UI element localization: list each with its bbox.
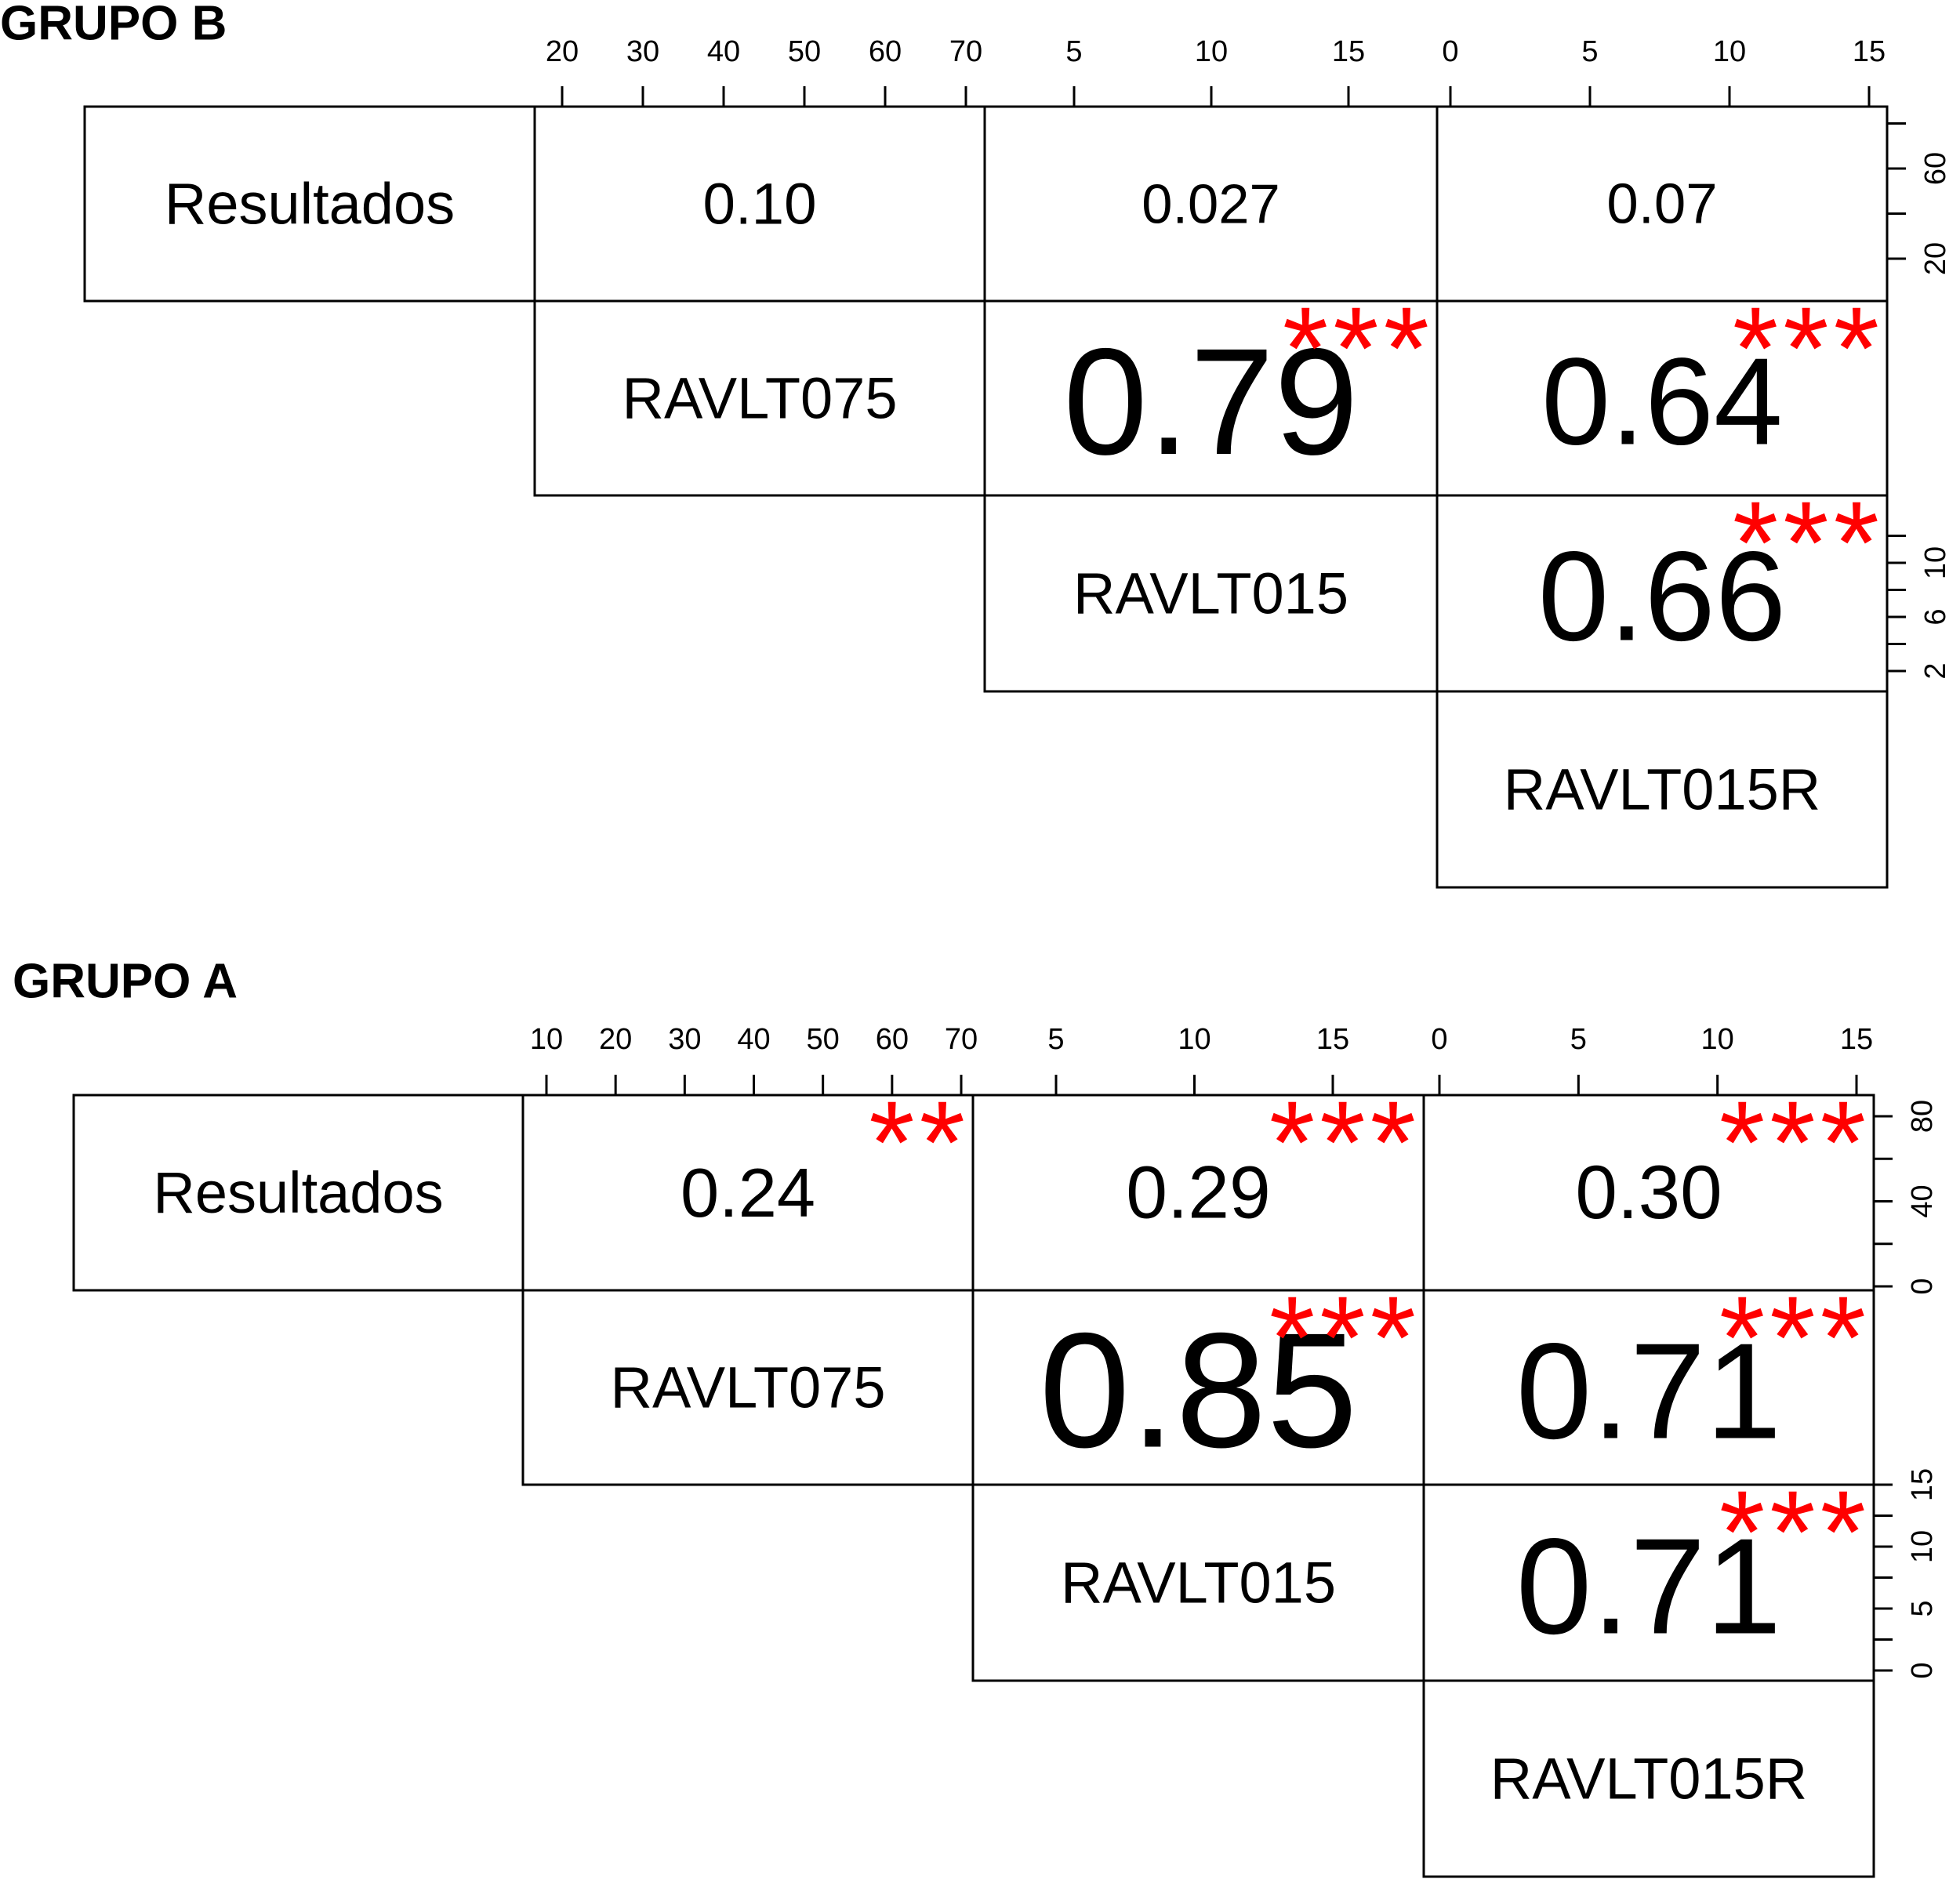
right-axis-tick-label: 20 <box>1919 242 1952 275</box>
top-axis-tick-label: 50 <box>788 35 821 68</box>
right-axis-tick-label: 6 <box>1919 608 1952 625</box>
right-axis-tick-label: 0 <box>1906 1278 1939 1294</box>
top-axis-tick-label: 0 <box>1431 1023 1447 1056</box>
chart-title: GRUPO B <box>0 0 227 51</box>
variable-label: RAVLT015R <box>1504 757 1820 822</box>
top-axis-tick-label: 5 <box>1047 1023 1064 1056</box>
matrix-cell <box>1422 1679 1875 1878</box>
significance-stars: *** <box>1733 282 1884 414</box>
top-axis-tick-label: 50 <box>807 1023 840 1056</box>
variable-label: RAVLT075 <box>622 366 898 431</box>
right-axis-tick-label: 40 <box>1906 1184 1939 1217</box>
right-axis-tick-label: 5 <box>1906 1600 1939 1616</box>
top-axis-tick-label: 10 <box>1178 1023 1210 1056</box>
top-axis-tick-label: 40 <box>737 1023 770 1056</box>
significance-stars: *** <box>1269 1076 1421 1208</box>
significance-stars: *** <box>1719 1466 1871 1598</box>
top-axis-tick-label: 40 <box>707 35 740 68</box>
variable-label: RAVLT015 <box>1061 1551 1336 1616</box>
right-axis-tick-label: 0 <box>1906 1662 1939 1678</box>
correlation-value: 0.10 <box>702 172 816 237</box>
significance-stars: ** <box>869 1076 970 1208</box>
top-axis-tick-label: 15 <box>1316 1023 1349 1056</box>
chart-panel: GRUPO A Resultados RAVLT075 RAVLT015 RAVLT01… <box>13 955 1939 1878</box>
top-axis-tick-label: 60 <box>869 35 902 68</box>
correlation-value: 0.07 <box>1606 172 1717 236</box>
top-axis-tick-label: 20 <box>599 1023 632 1056</box>
top-axis-tick-label: 10 <box>1195 35 1228 68</box>
significance-stars: *** <box>1719 1271 1871 1403</box>
right-axis-tick-label: 2 <box>1919 662 1952 679</box>
significance-stars: *** <box>1733 477 1884 608</box>
correlation-value: 0.66 <box>1538 526 1786 668</box>
right-axis-tick-label: 80 <box>1906 1100 1939 1133</box>
right-axis-tick-label: 15 <box>1906 1468 1939 1501</box>
variable-label: Resultados <box>153 1160 443 1225</box>
top-axis-tick-label: 10 <box>1713 35 1746 68</box>
top-axis-tick-label: 30 <box>626 35 659 68</box>
top-axis-tick-label: 70 <box>945 1023 978 1056</box>
right-axis-tick-label: 10 <box>1919 546 1952 579</box>
correlation-value: 0.24 <box>681 1154 815 1232</box>
top-axis-tick-label: 30 <box>668 1023 701 1056</box>
top-axis-tick-label: 5 <box>1581 35 1598 68</box>
top-axis-tick-label: 15 <box>1332 35 1365 68</box>
variable-label: RAVLT015R <box>1490 1747 1807 1812</box>
top-axis-tick-label: 0 <box>1442 35 1458 68</box>
top-axis-tick-label: 60 <box>876 1023 909 1056</box>
right-axis-tick-label: 60 <box>1919 152 1952 185</box>
correlation-value: 0.85 <box>1039 1300 1357 1482</box>
top-axis-tick-label: 70 <box>949 35 982 68</box>
top-axis-tick-label: 10 <box>530 1023 563 1056</box>
correlation-value: 0.71 <box>1516 1315 1782 1467</box>
variable-label: RAVLT075 <box>611 1355 886 1420</box>
significance-stars: *** <box>1269 1271 1421 1403</box>
matrix-cell <box>1436 690 1889 889</box>
correlation-value: 0.71 <box>1516 1510 1782 1663</box>
correlation-value: 0.30 <box>1575 1151 1722 1235</box>
right-axis-tick-label: 10 <box>1906 1530 1939 1563</box>
top-axis-tick-label: 15 <box>1840 1023 1873 1056</box>
significance-stars: *** <box>1283 282 1434 414</box>
top-axis-tick-label: 15 <box>1853 35 1886 68</box>
chart-panel: GRUPO B Resultados RAVLT075 RAVLT015 RAVLT01… <box>0 0 1952 889</box>
top-axis-tick-label: 20 <box>546 35 579 68</box>
correlation-value: 0.64 <box>1541 332 1783 471</box>
correlation-value: 0.027 <box>1142 173 1280 235</box>
variable-label: Resultados <box>165 172 455 237</box>
variable-label: RAVLT015 <box>1073 561 1348 626</box>
top-axis-tick-label: 10 <box>1701 1023 1734 1056</box>
correlation-value: 0.79 <box>1063 317 1359 486</box>
chart-title: GRUPO A <box>13 955 238 1009</box>
top-axis-tick-label: 5 <box>1065 35 1082 68</box>
correlation-value: 0.29 <box>1126 1152 1271 1235</box>
significance-stars: *** <box>1719 1076 1871 1208</box>
top-axis-tick-label: 5 <box>1570 1023 1587 1056</box>
